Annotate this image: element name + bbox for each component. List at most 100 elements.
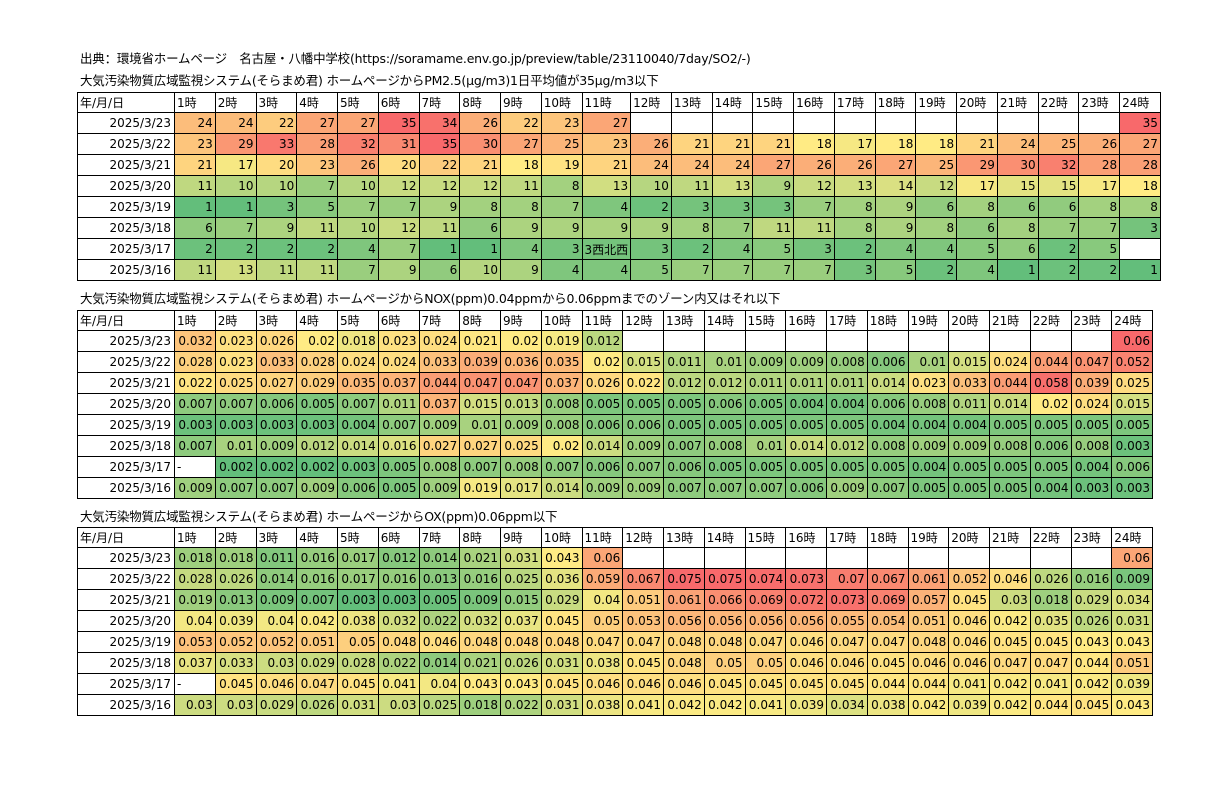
value-cell: 10 [630, 175, 672, 197]
value-cell: 0.042 [989, 673, 1031, 695]
header-date: 年/月/日 [77, 527, 175, 548]
value-cell: 0.018 [174, 547, 216, 569]
value-cell: 0.015 [500, 589, 542, 611]
value-cell: 25 [1037, 133, 1080, 155]
value-cell: 0.008 [500, 456, 542, 478]
value-cell [711, 112, 754, 134]
value-cell: 0.047 [826, 631, 868, 653]
table-row: 2025/3/21 21 17 20 23 26 20 22 21 18 19 21 24 24 24 27 2… [77, 154, 1161, 176]
header-hour: 12時 [630, 92, 672, 113]
header-hour: 7時 [418, 92, 461, 113]
value-cell: 24 [174, 112, 216, 134]
table-row: 2025/3/16 0.009 0.007 0.007 0.009 0.006 0.005 0… [77, 477, 1153, 499]
value-cell: 0.029 [296, 372, 338, 394]
value-cell: 0.041 [744, 694, 787, 716]
value-cell: 21 [459, 154, 501, 176]
value-cell: 0.014 [785, 435, 827, 457]
row-date: 2025/3/20 [77, 610, 175, 632]
value-cell: 0.009 [500, 414, 542, 436]
value-cell: - [174, 673, 216, 695]
value-cell: 0.053 [622, 610, 664, 632]
value-cell: 8 [1078, 196, 1121, 218]
value-cell: 0.022 [174, 372, 216, 394]
value-cell: 7 [337, 259, 379, 281]
value-cell: 0.04 [255, 610, 298, 632]
value-cell: 0.026 [1070, 610, 1113, 632]
value-cell: 0.038 [866, 694, 909, 716]
value-cell: 0.046 [826, 652, 868, 674]
value-cell: 0.018 [214, 547, 257, 569]
value-cell: 0.006 [255, 393, 298, 415]
value-cell: 5 [296, 196, 338, 218]
value-cell: 0.059 [581, 568, 624, 590]
value-cell: 4 [581, 259, 632, 281]
value-cell: 21 [956, 133, 998, 155]
value-cell: 0.017 [337, 568, 379, 590]
value-cell [866, 330, 909, 352]
value-cell: 0.008 [866, 435, 909, 457]
row-date: 2025/3/21 [77, 589, 175, 611]
value-cell: 0.025 [500, 435, 542, 457]
value-cell: 0.056 [703, 610, 746, 632]
value-cell: 0.008 [1070, 435, 1113, 457]
row-date: 2025/3/19 [77, 414, 175, 436]
value-cell: 22 [255, 112, 298, 134]
value-cell: 0.004 [826, 393, 868, 415]
value-cell: 0.006 [866, 393, 909, 415]
value-cell: 9 [630, 217, 672, 239]
value-cell: 11 [296, 217, 338, 239]
value-cell: 12 [377, 175, 420, 197]
value-cell [866, 547, 909, 569]
value-cell: 0.067 [866, 568, 909, 590]
value-cell: 0.047 [500, 372, 542, 394]
value-cell [670, 112, 713, 134]
value-cell: 0.005 [581, 393, 624, 415]
value-cell: 0.038 [581, 694, 624, 716]
value-cell: 0.035 [540, 351, 583, 373]
value-cell: 0.032 [174, 330, 216, 352]
header-hour: 15時 [744, 310, 787, 331]
value-cell: 0.045 [622, 652, 664, 674]
header-row: 年/月/日 1時 2時 3時 4時 5時 6時 7時 8時 9時 10時 11時 12時 13時 14時 15… [77, 92, 1161, 113]
value-cell: 0.043 [459, 673, 501, 695]
value-cell: 0.044 [1029, 351, 1072, 373]
value-cell: 0.042 [989, 694, 1031, 716]
value-cell: 0.004 [907, 414, 950, 436]
value-cell: 0.005 [1070, 414, 1113, 436]
value-cell: 2 [833, 238, 876, 260]
value-cell: 8 [500, 196, 542, 218]
value-cell: 0.014 [540, 477, 583, 499]
value-cell: 0.047 [459, 372, 501, 394]
value-cell: 0.045 [948, 589, 990, 611]
row-date: 2025/3/18 [77, 652, 175, 674]
header-hour: 17時 [833, 92, 876, 113]
value-cell: 3 [255, 196, 298, 218]
value-cell: 11 [752, 217, 795, 239]
value-cell: 0.034 [826, 694, 868, 716]
value-cell: 0.009 [581, 477, 624, 499]
value-cell: 0.005 [989, 477, 1031, 499]
header-hour: 9時 [500, 527, 542, 548]
value-cell [989, 547, 1031, 569]
value-cell: 26 [459, 112, 501, 134]
value-cell: 0.042 [296, 610, 338, 632]
value-cell: 0.048 [459, 631, 501, 653]
value-cell: 0.048 [377, 631, 420, 653]
value-cell: 0.043 [540, 547, 583, 569]
table-row: 2025/3/17-0.045 0.046 0.047 0.045 0.041 0.04 0… [77, 673, 1153, 695]
value-cell: 0.007 [663, 435, 705, 457]
value-cell: 0.041 [1029, 673, 1072, 695]
header-hour: 4時 [296, 92, 338, 113]
header-hour: 6時 [377, 310, 420, 331]
value-cell: 23 [581, 133, 632, 155]
value-cell: 6 [996, 238, 1039, 260]
value-cell: 0.031 [337, 694, 379, 716]
value-cell: 7 [377, 238, 420, 260]
value-cell: 0.009 [785, 351, 827, 373]
header-hour: 7時 [418, 310, 461, 331]
value-cell [1070, 330, 1113, 352]
value-cell: 0.004 [1070, 456, 1113, 478]
value-cell: 0.005 [948, 456, 990, 478]
value-cell: 9 [418, 196, 461, 218]
value-cell: 0.045 [744, 673, 787, 695]
